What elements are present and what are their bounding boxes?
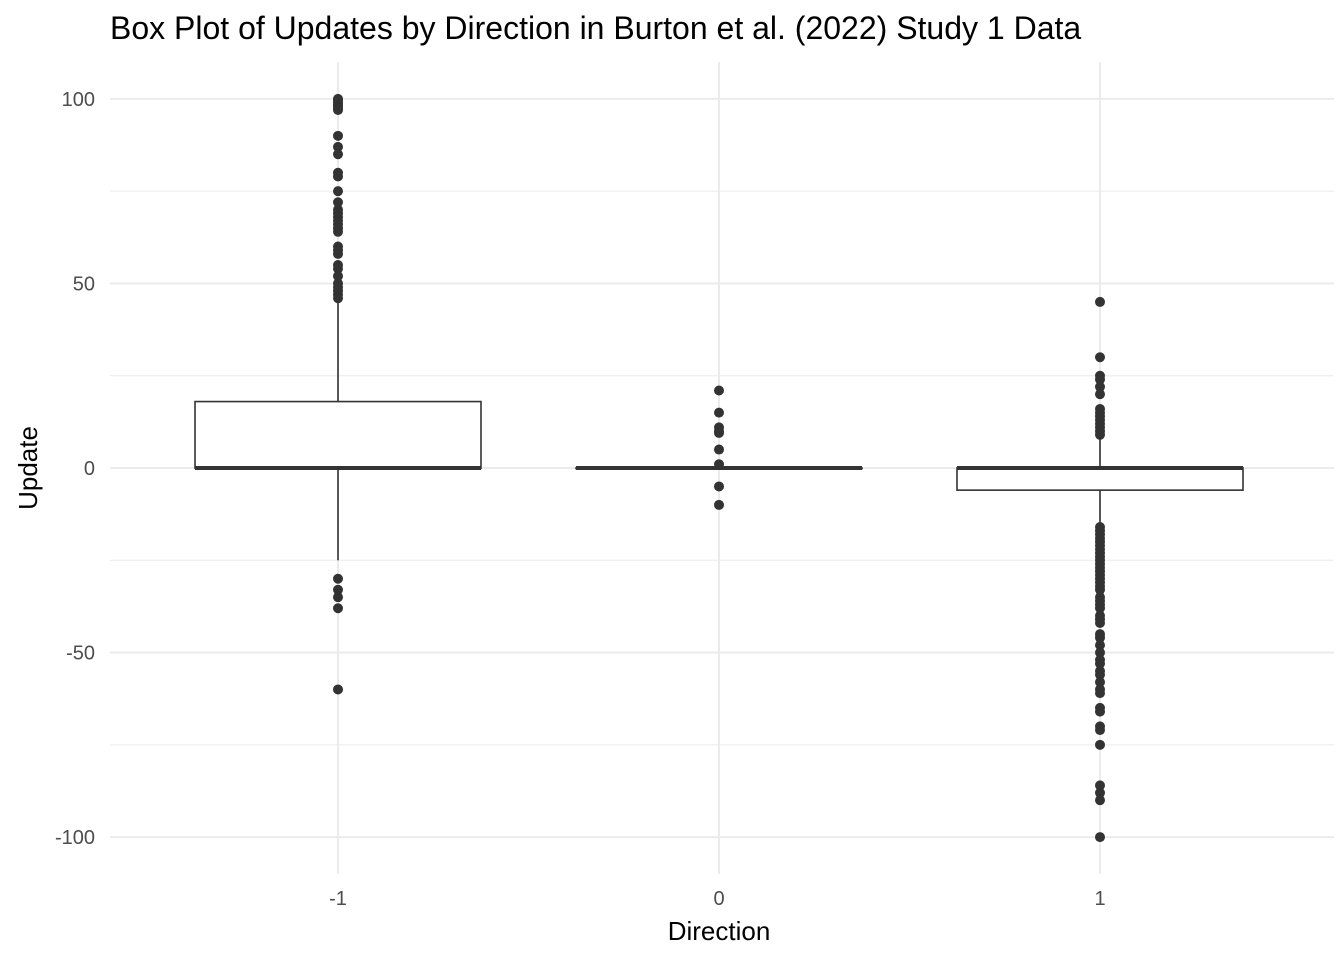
outlier-point [714,459,724,470]
outlier-point [333,226,343,237]
outlier-point [1095,381,1105,392]
outlier-point [714,481,724,492]
boxes [194,93,1244,843]
outlier-point [1095,795,1105,806]
outlier-point [333,603,343,614]
outlier-point [1095,374,1105,385]
outlier-point [1095,647,1105,658]
outlier-point [1095,787,1105,798]
outlier-point [1095,584,1105,595]
outlier-point [333,149,343,160]
outlier-point [333,584,343,595]
outlier-point [1095,618,1105,629]
outlier-point [1095,832,1105,843]
x-tick-label: 0 [713,888,724,910]
outlier-point [333,248,343,259]
outlier-point [714,444,724,455]
outlier-point [1095,389,1105,400]
y-tick-label: 0 [84,458,95,480]
outlier-point [714,499,724,510]
outlier-point [333,293,343,304]
outlier-point [1095,725,1105,736]
outlier-point [1095,739,1105,750]
outlier-point [1095,658,1105,669]
outlier-point [333,271,343,282]
chart-title: Box Plot of Updates by Direction in Burt… [110,10,1082,46]
x-tick-label: -1 [329,888,347,910]
outlier-point [333,171,343,182]
outlier-point [1095,640,1105,651]
outlier-point [714,407,724,418]
outlier-point [333,104,343,115]
box-iqr [956,467,1244,491]
outlier-point [333,186,343,197]
y-axis-title: Update [13,426,43,510]
y-tick-label: 100 [62,89,95,111]
box-group-1 [956,296,1244,843]
outlier-point [1095,296,1105,307]
outlier-point [1095,688,1105,699]
outlier-point [1095,632,1105,643]
y-tick-label: 50 [73,273,95,295]
box-group-0 [575,385,863,510]
y-tick-label: -50 [66,643,95,665]
outlier-point [1095,429,1105,440]
x-axis-title: Direction [668,916,771,946]
outlier-point [333,592,343,603]
y-tick-label: -100 [55,827,95,849]
axis-labels: -100 -50 0 50 100 -1 0 1 [55,89,1106,910]
outlier-point [714,385,724,396]
outlier-point [333,263,343,274]
outlier-point [1095,669,1105,680]
outlier-point [333,141,343,152]
outlier-point [1095,352,1105,363]
x-tick-label: 1 [1094,888,1105,910]
outlier-point [1095,706,1105,717]
outlier-point [333,573,343,584]
outlier-point [333,197,343,208]
outlier-point [1095,677,1105,688]
outlier-point [333,130,343,141]
box-group--1 [194,93,482,695]
outlier-point [1095,603,1105,614]
outlier-point [333,684,343,695]
outlier-point [1095,780,1105,791]
box-iqr [194,400,482,469]
outlier-point [714,427,724,438]
